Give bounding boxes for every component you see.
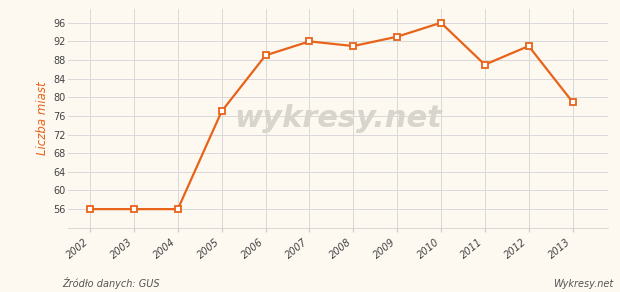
Y-axis label: Liczba miast: Liczba miast (36, 81, 49, 155)
Text: Źródło danych: GUS: Źródło danych: GUS (62, 277, 159, 289)
Text: Wykresy.net: Wykresy.net (554, 279, 614, 289)
Text: wykresy.net: wykresy.net (234, 104, 442, 133)
